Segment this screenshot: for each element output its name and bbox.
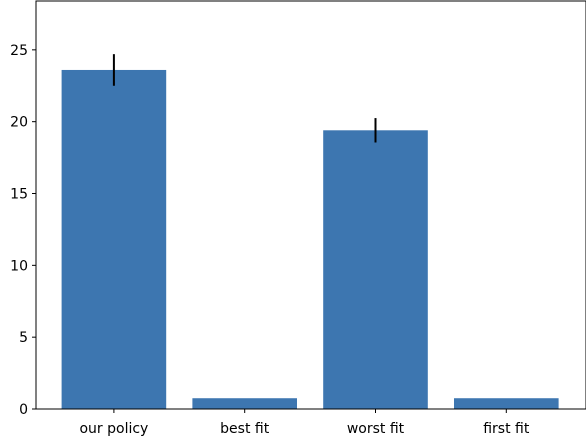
y-tick-label: 25 (10, 43, 28, 59)
y-tick-label: 0 (19, 402, 28, 418)
bars-group (61, 69, 559, 409)
x-tick-label: worst fit (347, 421, 405, 437)
plot-frame (35, 0, 586, 410)
bar-our-policy (61, 69, 167, 409)
bar-first-fit (454, 398, 559, 409)
bar-worst-fit (323, 130, 428, 409)
y-tick-label: 5 (19, 330, 28, 346)
y-tick-label: 10 (10, 258, 28, 274)
y-axis: 0 5 10 15 20 25 (10, 43, 36, 418)
x-tick-label: best fit (220, 421, 270, 437)
y-tick-label: 15 (10, 187, 28, 203)
bar-best-fit (192, 398, 297, 409)
x-tick-label: first fit (483, 421, 530, 437)
error-bars-group (112, 54, 377, 143)
x-axis: our policy best fit worst fit first fit (79, 409, 530, 437)
x-tick-label: our policy (79, 421, 148, 437)
y-tick-label: 20 (10, 115, 28, 131)
